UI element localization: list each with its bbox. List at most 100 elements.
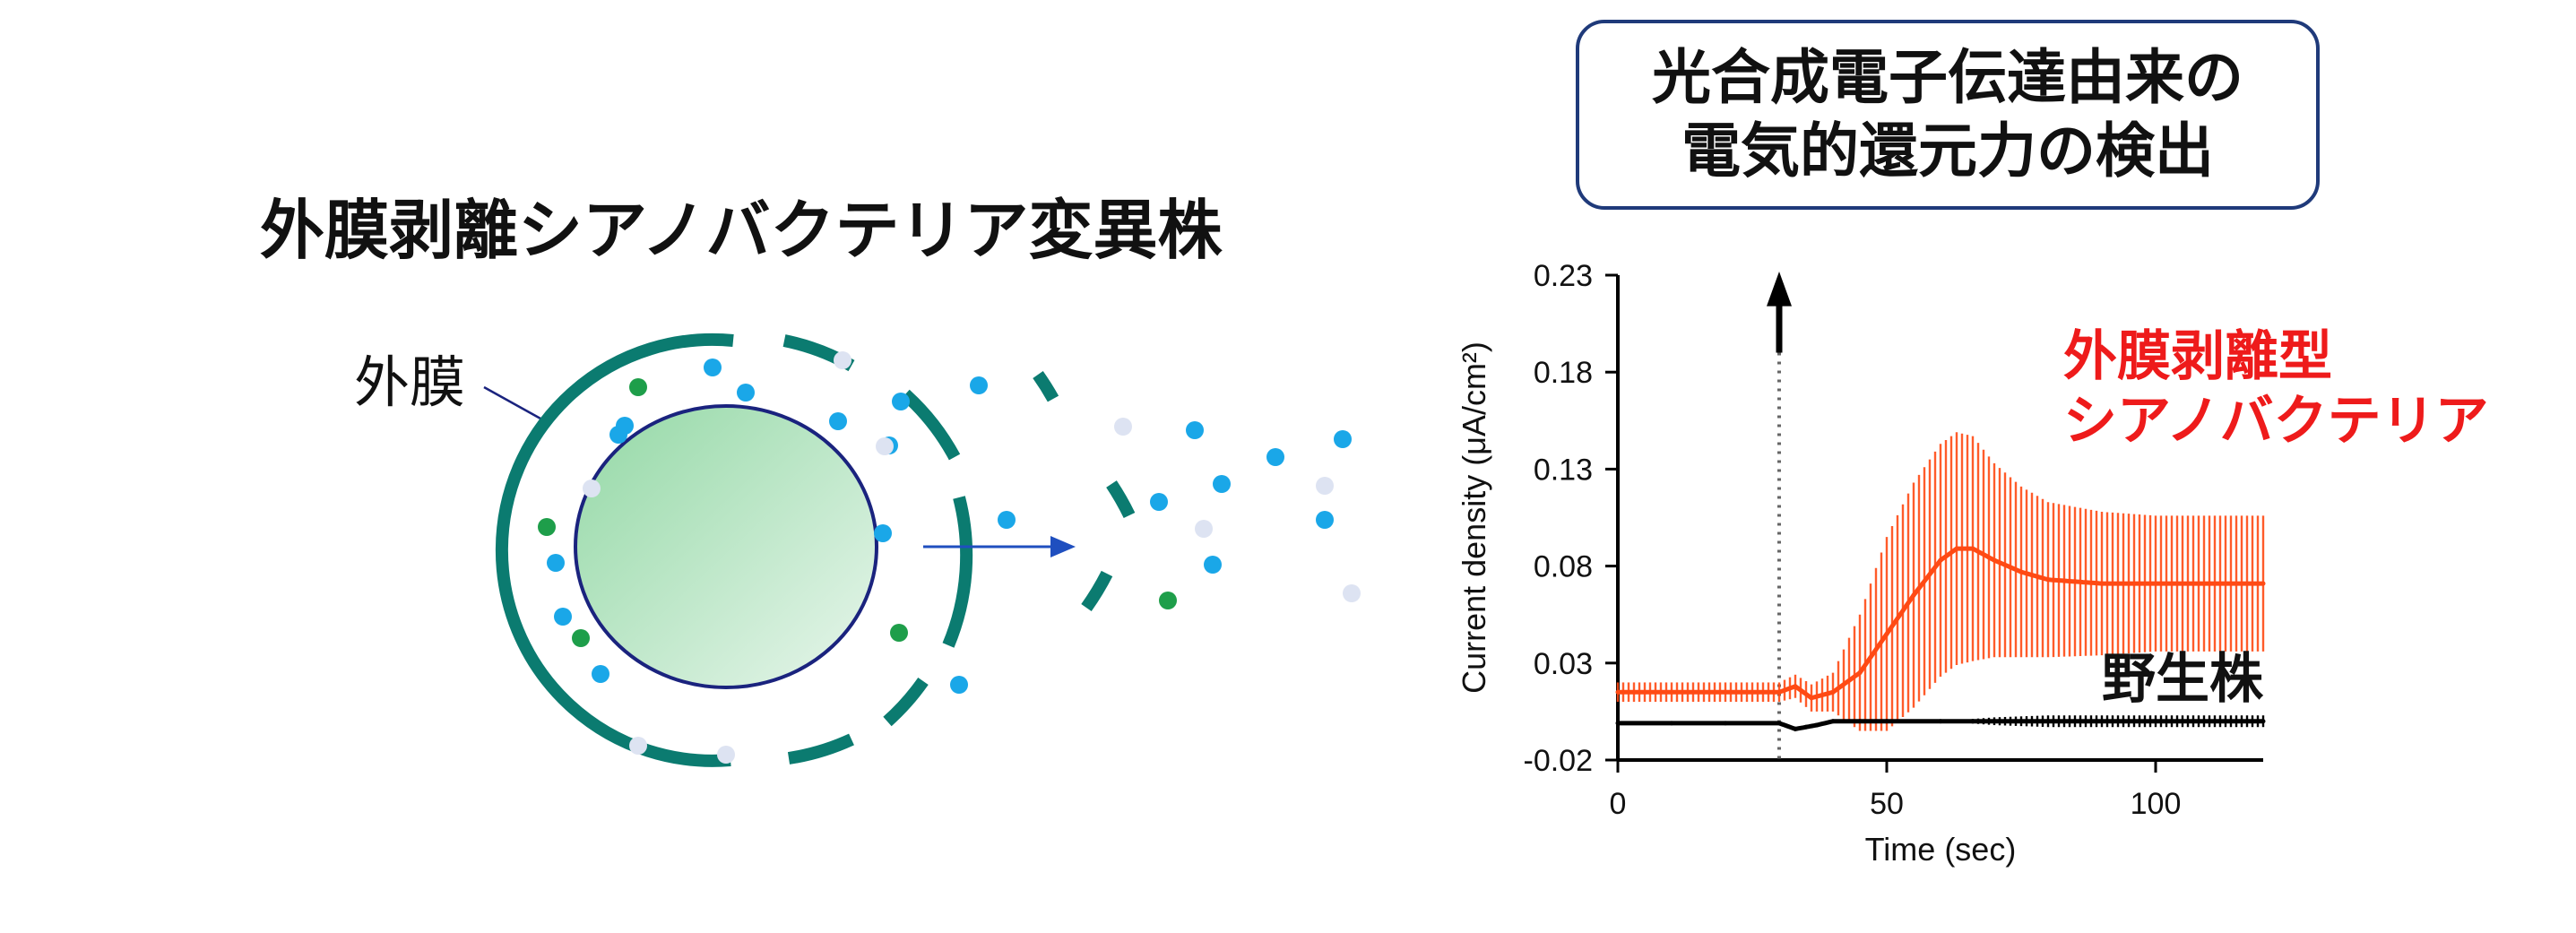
molecule-dot [572,629,590,647]
molecule-dot [629,378,647,396]
data-point [1911,592,1916,598]
y-tick-label: 0.23 [1534,259,1593,293]
data-point [1793,684,1798,689]
mutant-series-label: 外膜剥離型 [2063,325,2332,388]
molecule-dot [1195,520,1213,538]
data-point [1857,670,1863,676]
molecule-dot [1316,511,1334,529]
data-point [1830,719,1836,724]
callout-line-2: 電気的還元力の検出 [1681,117,2214,186]
molecule-dot [616,417,634,435]
outer-membrane-arc [495,333,734,767]
molecule-dot [592,665,609,683]
molecule-dot [547,554,565,572]
molecule-dot [1316,477,1334,495]
series-mutant [1615,432,2266,731]
molecule-dot [1186,421,1204,439]
outer-membrane-fragment [942,496,973,648]
diagram-title: 外膜剥離シアノバクテリア変異株 [260,193,1223,268]
data-point [1615,721,1621,726]
series-line [1618,546,2263,701]
series-wildtype [1615,715,2266,731]
y-tick-label: 0.08 [1534,550,1593,584]
y-tick-label: 0.13 [1534,453,1593,487]
cell-diagram [483,333,1361,767]
outer-membrane-fragment [1106,480,1136,519]
released-molecules [538,351,1361,764]
molecule-dot [717,746,735,764]
molecule-dot [629,737,647,755]
data-point [1723,689,1728,695]
data-point [1884,719,1889,724]
molecule-dot [704,359,722,376]
data-point [1830,689,1836,695]
data-point [1857,719,1863,724]
molecule-dot [1204,556,1222,574]
data-point [2207,581,2212,586]
y-axis-label: Current density (μA/cm²) [1456,341,1492,694]
data-point [1938,557,1943,563]
y-tick-label: 0.18 [1534,356,1593,390]
molecule-dot [554,608,572,626]
outer-membrane-fragment [1033,370,1059,402]
light-on-arrow-head [1767,272,1792,307]
data-point [2045,577,2051,583]
data-point [2099,581,2105,586]
molecule-dot [876,437,894,455]
molecule-dot [892,393,910,410]
x-tick-label: 100 [2131,787,2182,821]
molecule-dot [583,479,601,497]
data-point [2018,569,2024,574]
data-point [1809,695,1814,701]
outer-membrane-fragment [1081,570,1113,612]
inner-cell [574,404,878,689]
molecule-dot [1159,592,1177,609]
data-point [1970,546,1975,551]
callout-line-1: 光合成電子伝達由来の [1652,43,2243,112]
data-point [1615,689,1621,695]
molecule-dot [1213,475,1231,493]
data-point [2153,581,2158,586]
x-tick-label: 0 [1610,787,1627,821]
y-tick-label: 0.03 [1534,647,1593,681]
molecule-dot [970,376,988,394]
callout-box: 光合成電子伝達由来の 電気的還元力の検出 [1576,20,2320,210]
molecule-dot [998,511,1016,529]
series-line [1618,719,2263,731]
molecule-dot [1114,418,1132,436]
membrane-leader-line [483,385,549,425]
outer-membrane-fragment [787,733,854,765]
data-point [1723,721,1728,726]
y-tick-label: -0.02 [1524,744,1594,778]
data-point [1669,689,1674,695]
data-point [1793,726,1798,731]
release-arrow-head [1050,536,1076,557]
data-point [2260,581,2266,586]
x-tick-label: 50 [1870,787,1904,821]
molecule-dot [874,524,892,542]
data-point [1938,719,1943,724]
wildtype-series-label: 野生株 [2102,648,2264,711]
outer-membrane-fragment [883,677,929,727]
data-point [2260,719,2266,724]
data-point [1803,724,1809,730]
molecule-dot [829,412,847,430]
molecule-dot [1266,448,1284,466]
mutant-series-label: シアノバクテリア [2063,390,2489,453]
data-point [1776,689,1782,695]
data-point [1814,722,1820,728]
data-point [1776,721,1782,726]
x-axis-label: Time (sec) [1865,831,2017,868]
molecule-dot [1343,584,1361,602]
data-point [1992,557,1997,563]
data-point [2153,719,2158,724]
data-point [1954,546,1959,551]
outer-membrane-fragment [901,389,961,461]
molecule-dot [834,351,851,369]
molecule-dot [1150,493,1168,511]
data-point [2045,719,2051,724]
molecule-dot [890,624,908,642]
membrane-label: 外膜 [354,350,466,415]
molecule-dot [950,676,968,694]
data-point [1669,721,1674,726]
